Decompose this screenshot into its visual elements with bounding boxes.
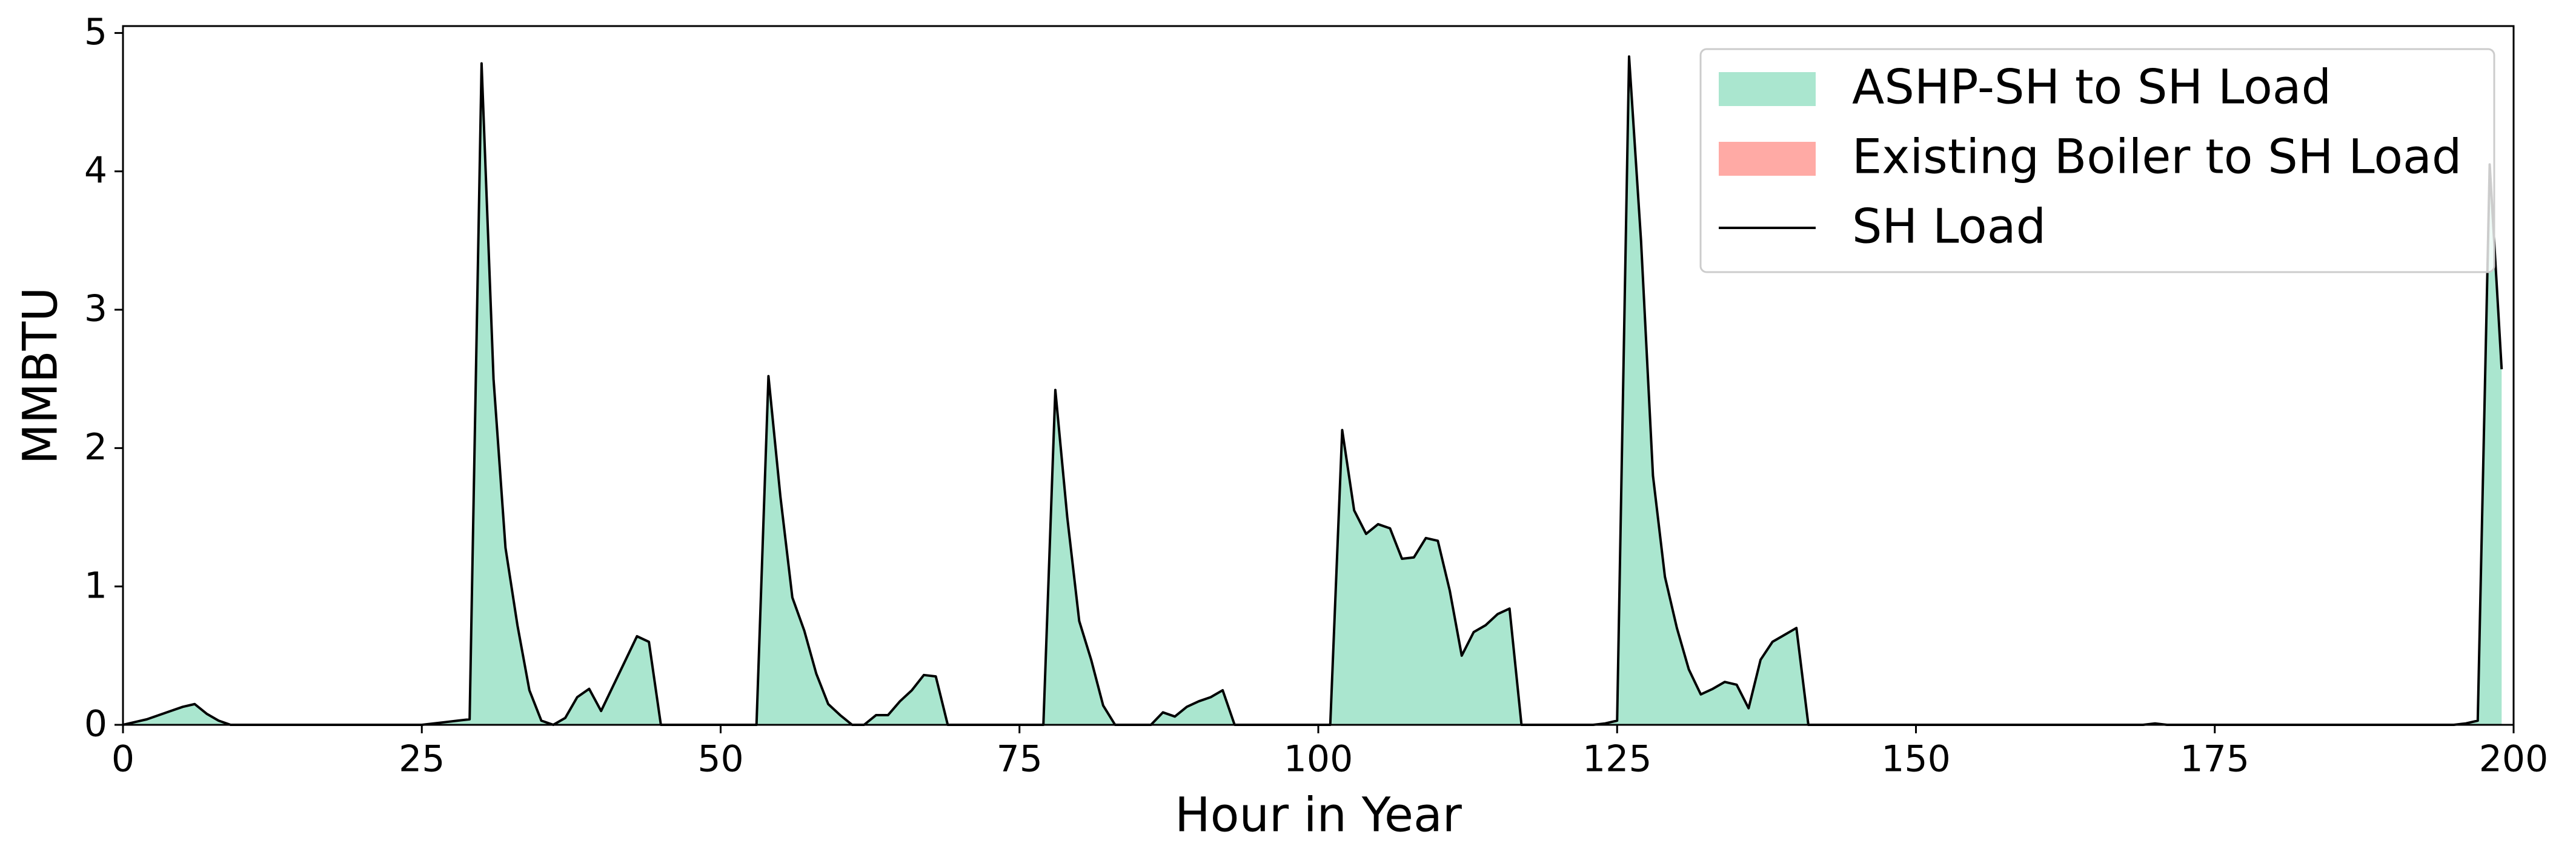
legend: ASHP-SH to SH Load Existing Boiler to SH … bbox=[1699, 48, 2495, 273]
legend-swatch bbox=[1719, 72, 1816, 106]
y-tick-label: 4 bbox=[84, 149, 107, 192]
y-tick-label: 2 bbox=[84, 426, 107, 468]
x-tick-label: 25 bbox=[399, 738, 445, 781]
y-tick-label: 1 bbox=[84, 564, 107, 607]
x-tick-label: 75 bbox=[997, 738, 1043, 781]
legend-label: ASHP-SH to SH Load bbox=[1852, 60, 2331, 115]
legend-box bbox=[1699, 48, 2495, 273]
y-tick-label: 5 bbox=[84, 11, 107, 53]
legend-label: Existing Boiler to SH Load bbox=[1852, 130, 2461, 184]
legend-label: SH Load bbox=[1852, 199, 2046, 254]
legend-swatch bbox=[1719, 142, 1816, 176]
x-axis-label: Hour in Year bbox=[1175, 788, 1462, 842]
x-tick-label: 200 bbox=[2479, 738, 2549, 781]
x-tick-label: 0 bbox=[111, 738, 134, 781]
y-tick-label: 0 bbox=[84, 703, 107, 745]
x-tick-label: 50 bbox=[697, 738, 743, 781]
x-tick-label: 100 bbox=[1284, 738, 1353, 781]
x-tick-label: 125 bbox=[1582, 738, 1652, 781]
x-tick-label: 150 bbox=[1881, 738, 1951, 781]
y-axis-label: MMBTU bbox=[13, 287, 68, 465]
y-tick-label: 3 bbox=[84, 288, 107, 330]
x-tick-label: 175 bbox=[2180, 738, 2249, 781]
